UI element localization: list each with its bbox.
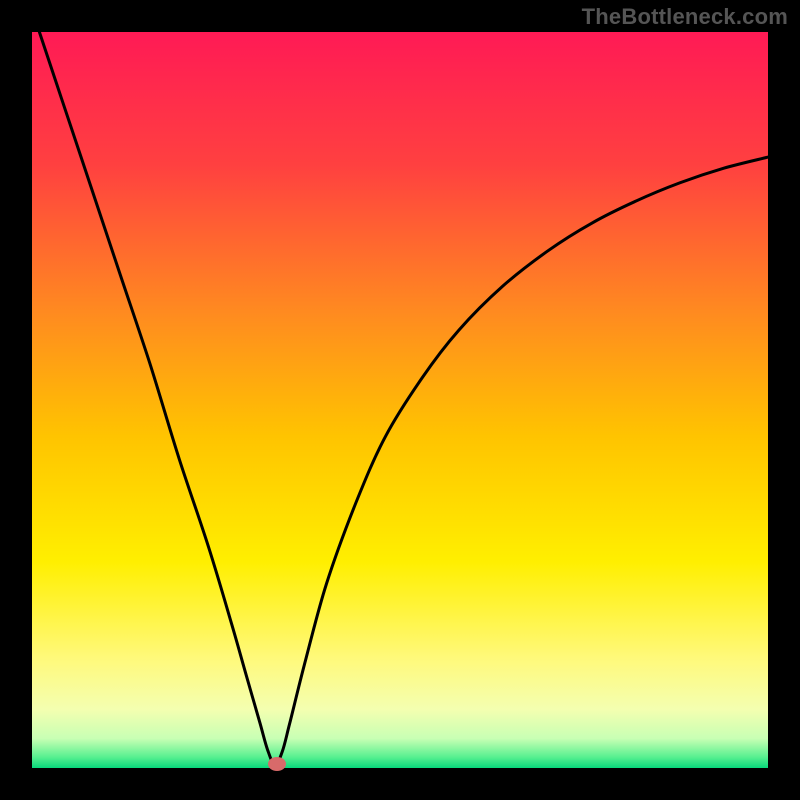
minimum-marker — [268, 757, 286, 771]
bottleneck-curve — [32, 32, 768, 768]
chart-frame: TheBottleneck.com — [0, 0, 800, 800]
curve-path — [39, 32, 768, 765]
watermark-text: TheBottleneck.com — [582, 4, 788, 30]
plot-area — [32, 32, 768, 768]
